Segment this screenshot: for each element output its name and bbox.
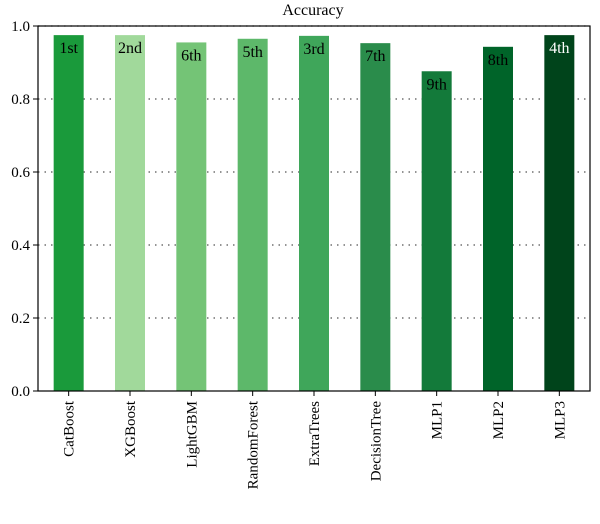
rank-labels: 1st 2nd 6th 5th 3rd 7th 9th 8th 4th	[59, 40, 569, 93]
bar-mlp3	[544, 35, 575, 391]
rank-label: 8th	[488, 52, 508, 69]
bar-decisiontree	[360, 43, 391, 391]
bar-lightgbm	[176, 42, 207, 392]
y-tick-label: 0.6	[11, 165, 30, 181]
bar-xgboost	[115, 35, 145, 391]
x-tick-label: XGBoost	[123, 400, 139, 458]
y-tick-label: 0.4	[11, 238, 30, 254]
rank-label: 1st	[59, 40, 78, 57]
x-tick-label: RandomForest	[246, 400, 262, 489]
axes: CatBoost XGBoost LightGBM RandomForest Extra…	[11, 19, 591, 489]
x-tick-label: ExtraTrees	[307, 401, 323, 466]
bars	[53, 35, 575, 392]
bar-randomforest	[237, 38, 268, 392]
rank-label: 2nd	[118, 40, 142, 57]
y-tick-label: 0.2	[11, 311, 30, 327]
chart-title: Accuracy	[282, 2, 343, 19]
bar-mlp1	[421, 71, 452, 391]
x-tick-label: MLP3	[552, 401, 568, 439]
bar-mlp2	[483, 46, 513, 392]
rank-label: 5th	[242, 44, 262, 61]
rank-label: 4th	[549, 40, 569, 57]
y-tick-label: 0.0	[11, 384, 30, 400]
y-tick-label: 1.0	[11, 19, 30, 35]
rank-label: 9th	[426, 76, 446, 93]
x-tick-label: CatBoost	[62, 400, 78, 457]
bar-catboost	[53, 35, 84, 391]
x-tick-label: MLP1	[430, 401, 446, 439]
y-tick-label: 0.8	[11, 92, 30, 108]
x-tick-label: DecisionTree	[368, 401, 384, 482]
x-tick-label: LightGBM	[184, 401, 200, 468]
rank-label: 3rd	[303, 41, 324, 58]
bar-extratrees	[299, 35, 329, 391]
x-tick-label: MLP2	[491, 401, 507, 439]
rank-label: 6th	[181, 47, 201, 64]
plot-frame	[37, 25, 591, 392]
rank-label: 7th	[365, 48, 385, 65]
